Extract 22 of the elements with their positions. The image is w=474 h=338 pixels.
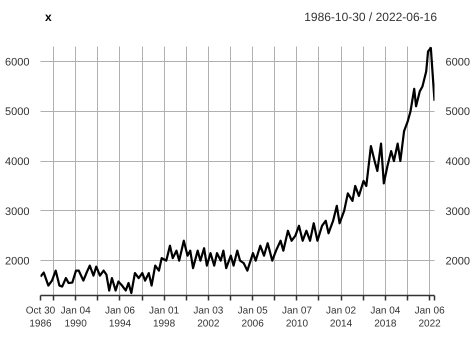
y2-tick-label: 4000 <box>446 156 470 168</box>
x-tick-label: Oct 30 1986 <box>26 306 56 330</box>
y-tick-label: 4000 <box>5 156 30 168</box>
y2-tick-label: 2000 <box>446 256 470 268</box>
y2-tick-label: 3000 <box>446 206 470 218</box>
x-tick-label: Jan 04 2018 <box>370 306 401 330</box>
y-tick-label: 2000 <box>5 256 30 268</box>
x-tick-label: Jan 02 2014 <box>326 306 356 330</box>
x-tick-label: Jan 06 1994 <box>104 306 136 330</box>
y2-tick-label: 6000 <box>446 56 470 68</box>
y-tick-label: 6000 <box>5 56 30 68</box>
title: x <box>45 9 52 26</box>
x-tick-label: Jan 07 2010 <box>282 306 312 330</box>
subtitle: 1986-10-30 / 2022-06-16 <box>304 9 437 26</box>
x-tick-label: Jan 06 2022 <box>414 306 446 330</box>
y-tick-label: 3000 <box>5 206 30 218</box>
y-tick-label: 5000 <box>5 106 30 118</box>
x-tick-label: Jan 03 2002 <box>193 306 224 330</box>
x-tick-label: Jan 04 1990 <box>60 306 92 330</box>
y2-tick-label: 5000 <box>446 106 470 118</box>
x-tick-label: Jan 05 2006 <box>238 306 268 330</box>
x-tick-label: Jan 01 1998 <box>149 306 180 330</box>
